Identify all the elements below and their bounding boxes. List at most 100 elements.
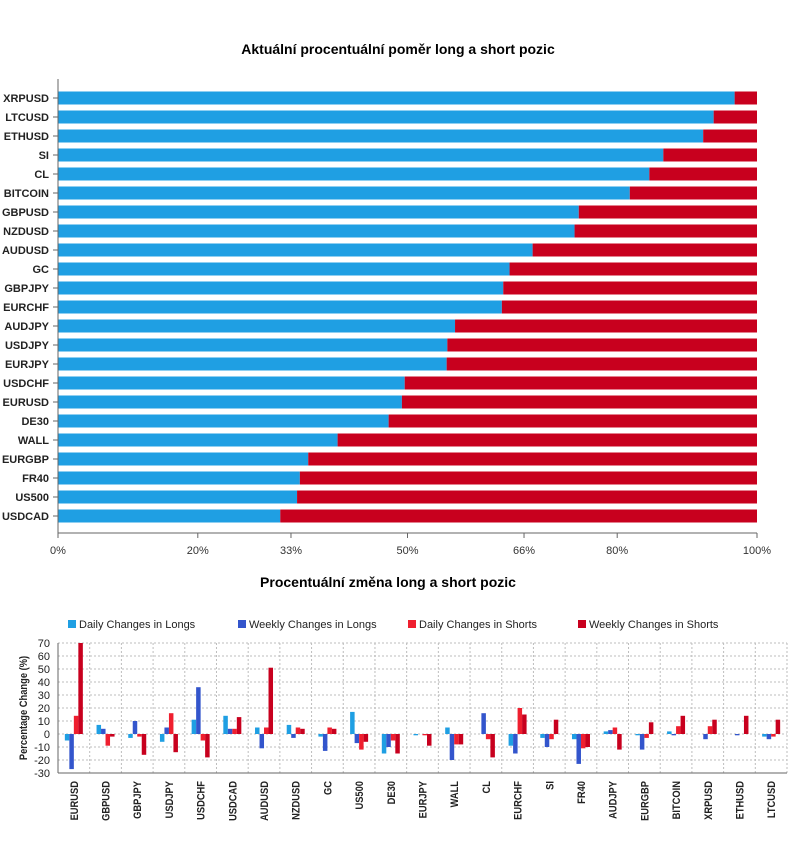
bar-short-bitcoin xyxy=(629,186,757,200)
y-tick-label-40: 40 xyxy=(38,677,50,689)
x-tick-label-bitcoin: BITCOIN xyxy=(671,781,683,819)
y-tick-label-0: 0 xyxy=(44,729,50,741)
y-tick-label-eurgbp: EURGBP xyxy=(2,454,49,466)
bar-weekly-changes-in-longs-eurgbp xyxy=(639,734,645,750)
bar-long-ltcusd xyxy=(58,110,714,124)
bar-daily-changes-in-longs-gbpusd xyxy=(96,724,102,734)
x-tick-label-si: SI xyxy=(545,781,557,790)
bar-long-eurgbp xyxy=(58,452,309,466)
bar-long-si xyxy=(58,148,664,162)
y-tick-label-50: 50 xyxy=(38,664,50,676)
bar-long-audjpy xyxy=(58,319,456,333)
legend-label-weekly-changes-in-longs: Weekly Changes in Longs xyxy=(249,619,377,631)
bar-daily-changes-in-shorts-ltcusd xyxy=(771,734,776,737)
bar-long-de30 xyxy=(58,414,389,428)
y-tick-label-10: -10 xyxy=(34,742,50,754)
bar-daily-changes-in-longs-eurchf xyxy=(508,734,514,746)
bar-weekly-changes-in-shorts-gbpjpy xyxy=(141,734,147,755)
bar-daily-changes-in-shorts-si xyxy=(549,734,554,740)
bar-daily-changes-in-longs-si xyxy=(540,734,545,738)
bar-daily-changes-in-shorts-usdchf xyxy=(200,734,206,741)
bar-weekly-changes-in-longs-usdcad xyxy=(227,728,233,734)
bar-weekly-changes-in-shorts-usdcad xyxy=(236,717,242,734)
bar-weekly-changes-in-longs-si xyxy=(544,734,550,747)
bar-short-de30 xyxy=(388,414,757,428)
position-change-chart: Procentuální změna long a short pozic Da… xyxy=(18,574,788,821)
bar-long-eurjpy xyxy=(58,357,447,371)
bar-long-gbpjpy xyxy=(58,281,504,295)
bar-short-xrpusd xyxy=(734,91,757,105)
bar-weekly-changes-in-shorts-ltcusd xyxy=(775,719,781,734)
y-tick-label-gc: GC xyxy=(33,264,50,276)
bar-short-usdcad xyxy=(280,509,757,523)
bar-weekly-changes-in-shorts-gbpusd xyxy=(110,734,115,737)
chart2-legend: Daily Changes in Longs Weekly Changes in … xyxy=(68,619,719,631)
x-tick-label-usdjpy: USDJPY xyxy=(164,781,176,819)
y-tick-label-usdcad: USDCAD xyxy=(2,511,49,523)
bar-weekly-changes-in-longs-fr40 xyxy=(576,734,581,764)
x-tick-label-eurusd: EURUSD xyxy=(69,781,81,820)
bar-weekly-changes-in-shorts-wall xyxy=(458,734,464,745)
bar-short-fr40 xyxy=(299,471,757,485)
y-tick-label-usdchf: USDCHF xyxy=(3,378,49,390)
long-short-ratio-chart: Aktuální procentuální poměr long a short… xyxy=(2,41,771,557)
x-tick-label-fr40: FR40 xyxy=(576,781,588,804)
bar-daily-changes-in-shorts-cl xyxy=(485,734,491,740)
bar-weekly-changes-in-shorts-usdchf xyxy=(205,734,210,758)
x-tick-label-gc: GC xyxy=(323,780,335,795)
bar-weekly-changes-in-shorts-eurchf xyxy=(522,714,527,734)
y-tick-label-60: 60 xyxy=(38,651,50,663)
y-tick-label-audusd: AUDUSD xyxy=(2,245,49,257)
bar-long-eurusd xyxy=(58,395,402,409)
bar-weekly-changes-in-longs-audusd xyxy=(259,734,265,749)
bar-long-bitcoin xyxy=(58,186,630,200)
bar-weekly-changes-in-shorts-cl xyxy=(490,734,495,758)
x-tick-label-50: 50% xyxy=(396,545,418,557)
y-tick-label-cl: CL xyxy=(34,169,49,181)
bar-daily-changes-in-shorts-eurchf xyxy=(517,708,523,734)
bar-weekly-changes-in-shorts-xrpusd xyxy=(712,719,717,734)
bar-daily-changes-in-shorts-audusd xyxy=(264,727,269,734)
y-tick-label-si: SI xyxy=(39,150,49,162)
y-tick-label-30: 30 xyxy=(38,690,50,702)
chart2-title: Procentuální změna long a short pozic xyxy=(260,574,516,590)
x-tick-label-ethusd: ETHUSD xyxy=(735,781,747,819)
y-tick-label-30: -30 xyxy=(34,768,50,780)
bar-weekly-changes-in-longs-wall xyxy=(449,734,455,760)
bar-long-xrpusd xyxy=(58,91,735,105)
bar-daily-changes-in-longs-fr40 xyxy=(571,734,577,740)
bar-long-gbpusd xyxy=(58,205,579,219)
bar-weekly-changes-in-longs-eurusd xyxy=(69,734,74,770)
y-tick-label-ethusd: ETHUSD xyxy=(4,131,49,143)
bar-weekly-changes-in-shorts-si xyxy=(553,719,559,734)
bar-short-eurgbp xyxy=(308,452,757,466)
bar-weekly-changes-in-longs-usdjpy xyxy=(164,727,169,734)
bar-short-ethusd xyxy=(703,129,757,143)
bar-weekly-changes-in-shorts-eurgbp xyxy=(648,722,654,734)
y-tick-label-xrpusd: XRPUSD xyxy=(3,93,49,105)
bar-daily-changes-in-longs-usdchf xyxy=(191,719,197,734)
bar-short-wall xyxy=(337,433,757,447)
bar-daily-changes-in-shorts-gc xyxy=(327,727,332,734)
bar-daily-changes-in-shorts-fr40 xyxy=(580,734,586,749)
bar-weekly-changes-in-longs-de30 xyxy=(386,734,391,747)
y-tick-label-ltcusd: LTCUSD xyxy=(5,112,49,124)
x-tick-label-80: 80% xyxy=(606,545,628,557)
bar-long-audusd xyxy=(58,243,533,257)
x-tick-label-gbpjpy: GBPJPY xyxy=(133,781,145,819)
legend-label-daily-changes-in-shorts: Daily Changes in Shorts xyxy=(419,619,538,631)
bar-daily-changes-in-shorts-gbpjpy xyxy=(137,734,142,737)
x-tick-label-de30: DE30 xyxy=(386,781,398,805)
bar-weekly-changes-in-longs-gbpusd xyxy=(101,728,106,734)
bar-long-gc xyxy=(58,262,510,276)
chart1-title: Aktuální procentuální poměr long a short… xyxy=(241,41,555,57)
x-tick-label-ltcusd: LTCUSD xyxy=(767,781,779,818)
legend-swatch-weekly-changes-in-longs xyxy=(238,620,246,628)
x-tick-label-nzdusd: NZDUSD xyxy=(291,781,303,820)
bar-daily-changes-in-longs-audjpy xyxy=(603,731,609,734)
bar-short-gbpjpy xyxy=(503,281,757,295)
bar-daily-changes-in-longs-nzdusd xyxy=(286,724,292,734)
bar-weekly-changes-in-shorts-audjpy xyxy=(617,734,622,750)
x-tick-label-xrpusd: XRPUSD xyxy=(703,781,715,820)
